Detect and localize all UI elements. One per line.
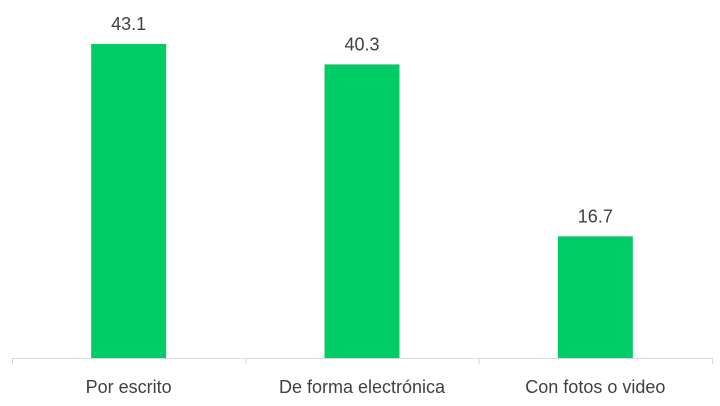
category-label: Con fotos o video xyxy=(525,377,665,397)
data-label: 40.3 xyxy=(344,34,379,54)
bar xyxy=(324,64,400,358)
data-label: 43.1 xyxy=(111,14,146,34)
bars-group xyxy=(91,44,633,358)
category-label: De forma electrónica xyxy=(279,377,446,397)
bar xyxy=(91,44,167,358)
data-labels-group: 43.1 40.3 16.7 xyxy=(111,14,613,226)
data-label: 16.7 xyxy=(578,206,613,226)
category-labels-group: Por escrito De forma electrónica Con fotos… xyxy=(86,377,666,397)
x-axis xyxy=(12,358,713,364)
category-label: Por escrito xyxy=(86,377,172,397)
bar xyxy=(557,236,633,358)
